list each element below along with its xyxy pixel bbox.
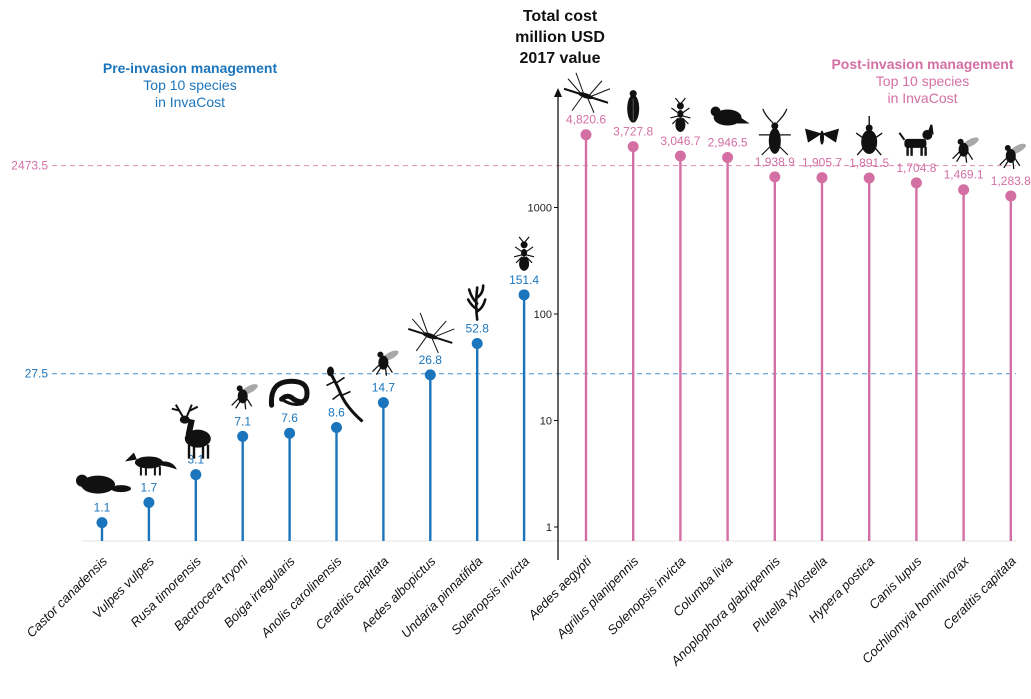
- ant-icon: [670, 97, 691, 132]
- post-value-label: 1,283.8: [991, 174, 1031, 188]
- pre-marker: [284, 427, 296, 439]
- post-marker: [1005, 190, 1017, 202]
- post-value-label: 3,046.7: [660, 134, 700, 148]
- post-marker: [580, 129, 592, 141]
- post-value-label: 1,891.5: [849, 156, 889, 170]
- y-tick-label: 100: [534, 309, 552, 321]
- post-invasion-subtitle-1: Top 10 species: [875, 73, 970, 89]
- y-axis-arrow: [554, 88, 562, 97]
- pre-value-label: 26.8: [419, 353, 443, 367]
- deer-icon: [171, 404, 211, 459]
- post-value-label: 1,704.8: [896, 161, 936, 175]
- post-value-label: 3,727.8: [613, 125, 653, 139]
- beetle-icon: [627, 90, 640, 123]
- pre-marker: [331, 421, 342, 433]
- y-tick-label: 1: [546, 522, 552, 534]
- post-value-label: 4,820.6: [566, 113, 606, 127]
- x-tick-label: Castor canadensis: [23, 553, 110, 640]
- y-tick-label: 1000: [528, 203, 552, 215]
- y-tick-label: 10: [540, 416, 552, 428]
- x-tick-label: Anolis carolinensis: [257, 553, 345, 641]
- pre-marker: [190, 469, 202, 481]
- beaver-icon: [76, 474, 131, 494]
- x-tick-label: Agrilus planipennis: [553, 553, 642, 642]
- y-axis-title: Total cost million USD 2017 value: [470, 6, 650, 69]
- post-marker: [674, 150, 686, 162]
- post-invasion-header: Post-invasion management Top 10 species …: [810, 56, 1031, 107]
- post-invasion-title: Post-invasion management: [831, 56, 1014, 72]
- y-axis-title-line-2: million USD: [515, 29, 605, 46]
- fruit-fly-icon: [999, 143, 1026, 170]
- post-value-label: 2,946.5: [708, 136, 748, 150]
- reference-label-post: 2473.5: [11, 159, 48, 173]
- pre-value-label: 1.1: [94, 501, 111, 515]
- dog-icon: [898, 124, 934, 156]
- pre-value-label: 1.7: [141, 480, 158, 494]
- pre-value-label: 3.1: [187, 453, 204, 467]
- pre-value-label: 8.6: [328, 405, 345, 419]
- weevil-icon: [855, 116, 883, 156]
- pre-marker: [424, 369, 436, 381]
- post-invasion-subtitle-2: in InvaCost: [887, 90, 958, 106]
- post-marker: [910, 177, 922, 189]
- pre-marker: [96, 517, 108, 529]
- pre-marker: [377, 397, 389, 409]
- pre-value-label: 52.8: [466, 322, 490, 336]
- fruit-fly-icon: [371, 350, 399, 376]
- post-marker: [627, 141, 639, 153]
- post-marker: [863, 172, 875, 184]
- pre-value-label: 7.6: [281, 411, 298, 425]
- pre-marker: [471, 338, 483, 350]
- pre-invasion-title: Pre-invasion management: [102, 60, 278, 76]
- pre-invasion-subtitle-1: Top 10 species: [143, 77, 237, 93]
- ant-icon: [513, 236, 535, 271]
- reference-label-pre: 27.5: [25, 367, 49, 381]
- mosquito-icon: [407, 312, 455, 354]
- pre-value-label: 151.4: [509, 273, 539, 287]
- pre-marker: [237, 430, 249, 442]
- post-marker: [958, 184, 970, 196]
- fruit-fly-icon: [231, 384, 258, 410]
- y-axis-title-line-3: 2017 value: [519, 50, 601, 67]
- screwworm-fly-icon: [952, 137, 979, 163]
- snake-icon: [268, 378, 310, 408]
- mosquito-icon: [563, 72, 611, 113]
- moth-icon: [805, 128, 839, 145]
- longhorn-beetle-icon: [758, 108, 791, 156]
- x-tick-label: Undaria pinnatifida: [398, 554, 485, 641]
- post-marker: [816, 172, 828, 184]
- pre-marker: [143, 496, 155, 508]
- post-marker: [722, 152, 734, 164]
- pre-value-label: 7.1: [234, 414, 251, 428]
- post-value-label: 1,938.9: [755, 155, 795, 169]
- x-tick-label: Solenopsis invicta: [448, 554, 532, 638]
- pre-marker: [518, 289, 530, 301]
- fox-icon: [124, 452, 177, 476]
- pre-value-label: 14.7: [372, 381, 396, 395]
- pigeon-icon: [710, 106, 750, 126]
- lizard-icon: [326, 366, 364, 423]
- pre-invasion-header: Pre-invasion management Top 10 species i…: [70, 60, 310, 111]
- post-value-label: 1,905.7: [802, 156, 842, 170]
- pre-invasion-subtitle-2: in InvaCost: [154, 94, 226, 110]
- y-axis-title-line-1: Total cost: [522, 8, 598, 25]
- post-marker: [769, 171, 781, 183]
- post-value-label: 1,469.1: [944, 168, 984, 182]
- seaweed-icon: [466, 284, 487, 321]
